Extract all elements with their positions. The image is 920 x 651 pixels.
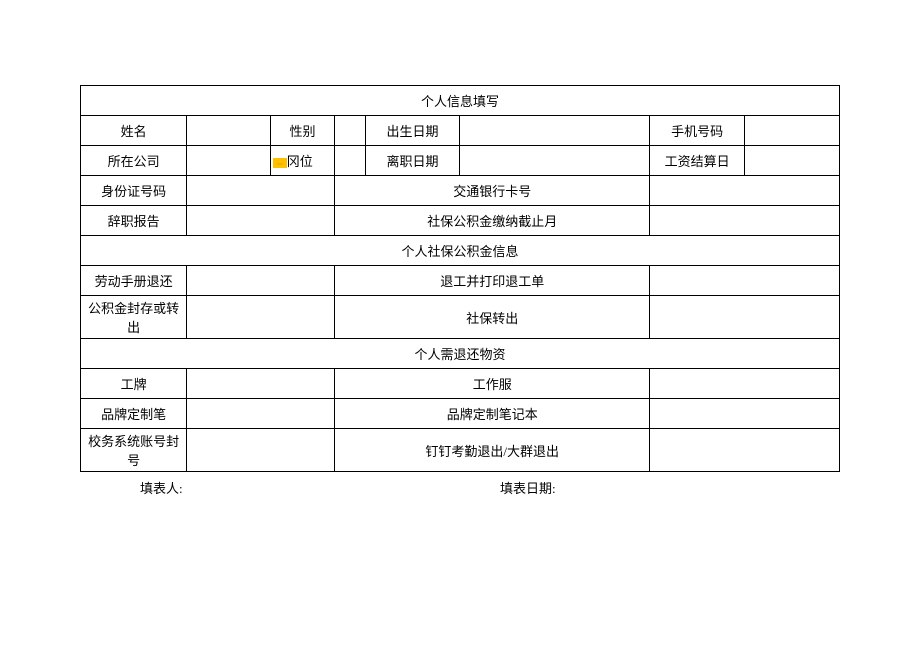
- input-accountseal[interactable]: [187, 429, 335, 472]
- input-birthdate[interactable]: [460, 116, 650, 146]
- input-dingtalk[interactable]: [650, 429, 840, 472]
- label-printleave: 退工并打印退工单: [335, 266, 650, 296]
- section3-header: 个人需退还物资: [81, 339, 840, 369]
- label-leavedate: 离职日期: [365, 146, 460, 176]
- section2-header: 个人社保公积金信息: [81, 236, 840, 266]
- svg-text:⋯: ⋯: [277, 162, 283, 168]
- label-badge: 工牌: [81, 369, 187, 399]
- input-resignation[interactable]: [187, 206, 335, 236]
- label-fundseal: 公积金封存或转出: [81, 296, 187, 339]
- input-bankcard[interactable]: [650, 176, 840, 206]
- input-brandpen[interactable]: [187, 399, 335, 429]
- label-phone: 手机号码: [650, 116, 745, 146]
- marker-icon: ⋯: [273, 158, 287, 168]
- input-fundseal[interactable]: [187, 296, 335, 339]
- footer-date: 填表日期:: [500, 478, 556, 497]
- input-uniform[interactable]: [650, 369, 840, 399]
- label-laborbook: 劳动手册退还: [81, 266, 187, 296]
- label-salarydate: 工资结算日: [650, 146, 745, 176]
- label-socialcutoff: 社保公积金缴纳截止月: [335, 206, 650, 236]
- footer-row: 填表人: 填表日期:: [80, 478, 840, 497]
- label-name: 姓名: [81, 116, 187, 146]
- label-company: 所在公司: [81, 146, 187, 176]
- input-gender[interactable]: [335, 116, 365, 146]
- label-brandpen: 品牌定制笔: [81, 399, 187, 429]
- input-phone[interactable]: [745, 116, 840, 146]
- label-resignation: 辞职报告: [81, 206, 187, 236]
- label-birthdate: 出生日期: [365, 116, 460, 146]
- input-position[interactable]: [335, 146, 365, 176]
- input-brandnotebook[interactable]: [650, 399, 840, 429]
- input-printleave[interactable]: [650, 266, 840, 296]
- input-laborbook[interactable]: [187, 266, 335, 296]
- input-badge[interactable]: [187, 369, 335, 399]
- input-leavedate[interactable]: [460, 146, 650, 176]
- label-accountseal: 校务系统账号封号: [81, 429, 187, 472]
- label-gender: 性别: [270, 116, 335, 146]
- form-table: 个人信息填写 姓名 性别 出生日期 手机号码 所在公司 ⋯ 冈位 离职日期 工资…: [80, 85, 840, 472]
- section1-header: 个人信息填写: [81, 86, 840, 116]
- label-socialtransfer: 社保转出: [335, 296, 650, 339]
- label-idnumber: 身份证号码: [81, 176, 187, 206]
- label-brandnotebook: 品牌定制笔记本: [335, 399, 650, 429]
- input-company[interactable]: [187, 146, 270, 176]
- input-socialcutoff[interactable]: [650, 206, 840, 236]
- input-socialtransfer[interactable]: [650, 296, 840, 339]
- input-salarydate[interactable]: [745, 146, 840, 176]
- label-bankcard: 交通银行卡号: [335, 176, 650, 206]
- label-dingtalk: 钉钉考勤退出/大群退出: [335, 429, 650, 472]
- input-name[interactable]: [187, 116, 270, 146]
- label-uniform: 工作服: [335, 369, 650, 399]
- label-position: ⋯ 冈位: [270, 146, 335, 176]
- input-idnumber[interactable]: [187, 176, 335, 206]
- footer-filler: 填表人:: [140, 478, 500, 497]
